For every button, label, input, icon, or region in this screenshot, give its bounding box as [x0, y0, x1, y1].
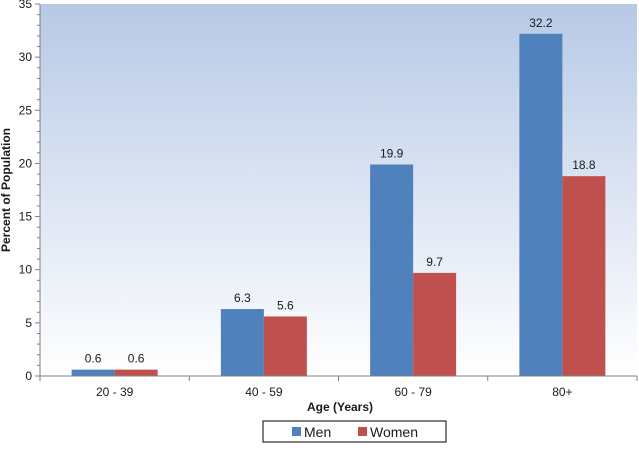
y-tick-label: 15: [19, 210, 33, 224]
x-tick-label: 40 - 59: [245, 385, 283, 399]
y-tick-label: 20: [19, 156, 33, 170]
y-tick-label: 5: [25, 316, 32, 330]
x-tick-label: 60 - 79: [394, 385, 432, 399]
bar-women-3: [562, 176, 606, 376]
y-tick-label: 30: [19, 50, 33, 64]
data-label-men-1: 6.3: [234, 291, 251, 305]
data-label-women-2: 9.7: [426, 255, 443, 269]
data-label-women-0: 0.6: [128, 352, 145, 366]
data-label-women-3: 18.8: [572, 158, 596, 172]
bar-men-3: [519, 33, 563, 376]
y-axis-title: Percent of Population: [0, 128, 13, 252]
legend: Men Women: [262, 420, 447, 443]
data-label-women-1: 5.6: [277, 298, 294, 312]
data-label-men-3: 32.2: [529, 16, 553, 30]
x-tick-label: 20 - 39: [96, 385, 134, 399]
y-tick-label: 25: [19, 103, 33, 117]
legend-swatch-men: [292, 427, 301, 436]
bar-women-1: [263, 316, 307, 376]
bar-women-0: [114, 369, 158, 376]
bar-women-2: [413, 272, 457, 376]
x-tick-label: 80+: [552, 385, 572, 399]
y-tick-label: 35: [19, 0, 33, 11]
bar-men-0: [71, 369, 115, 376]
x-axis-title: Age (Years): [307, 400, 373, 414]
y-tick-label: 10: [19, 263, 33, 277]
bar-men-2: [370, 164, 414, 376]
data-label-men-2: 19.9: [380, 146, 404, 160]
legend-box: [262, 420, 447, 443]
y-tick-label: 0: [25, 369, 32, 383]
data-label-men-0: 0.6: [85, 352, 102, 366]
legend-label-women: Women: [370, 424, 418, 440]
bar-men-1: [220, 309, 264, 376]
legend-swatch-women: [358, 427, 367, 436]
legend-label-men: Men: [304, 424, 331, 440]
